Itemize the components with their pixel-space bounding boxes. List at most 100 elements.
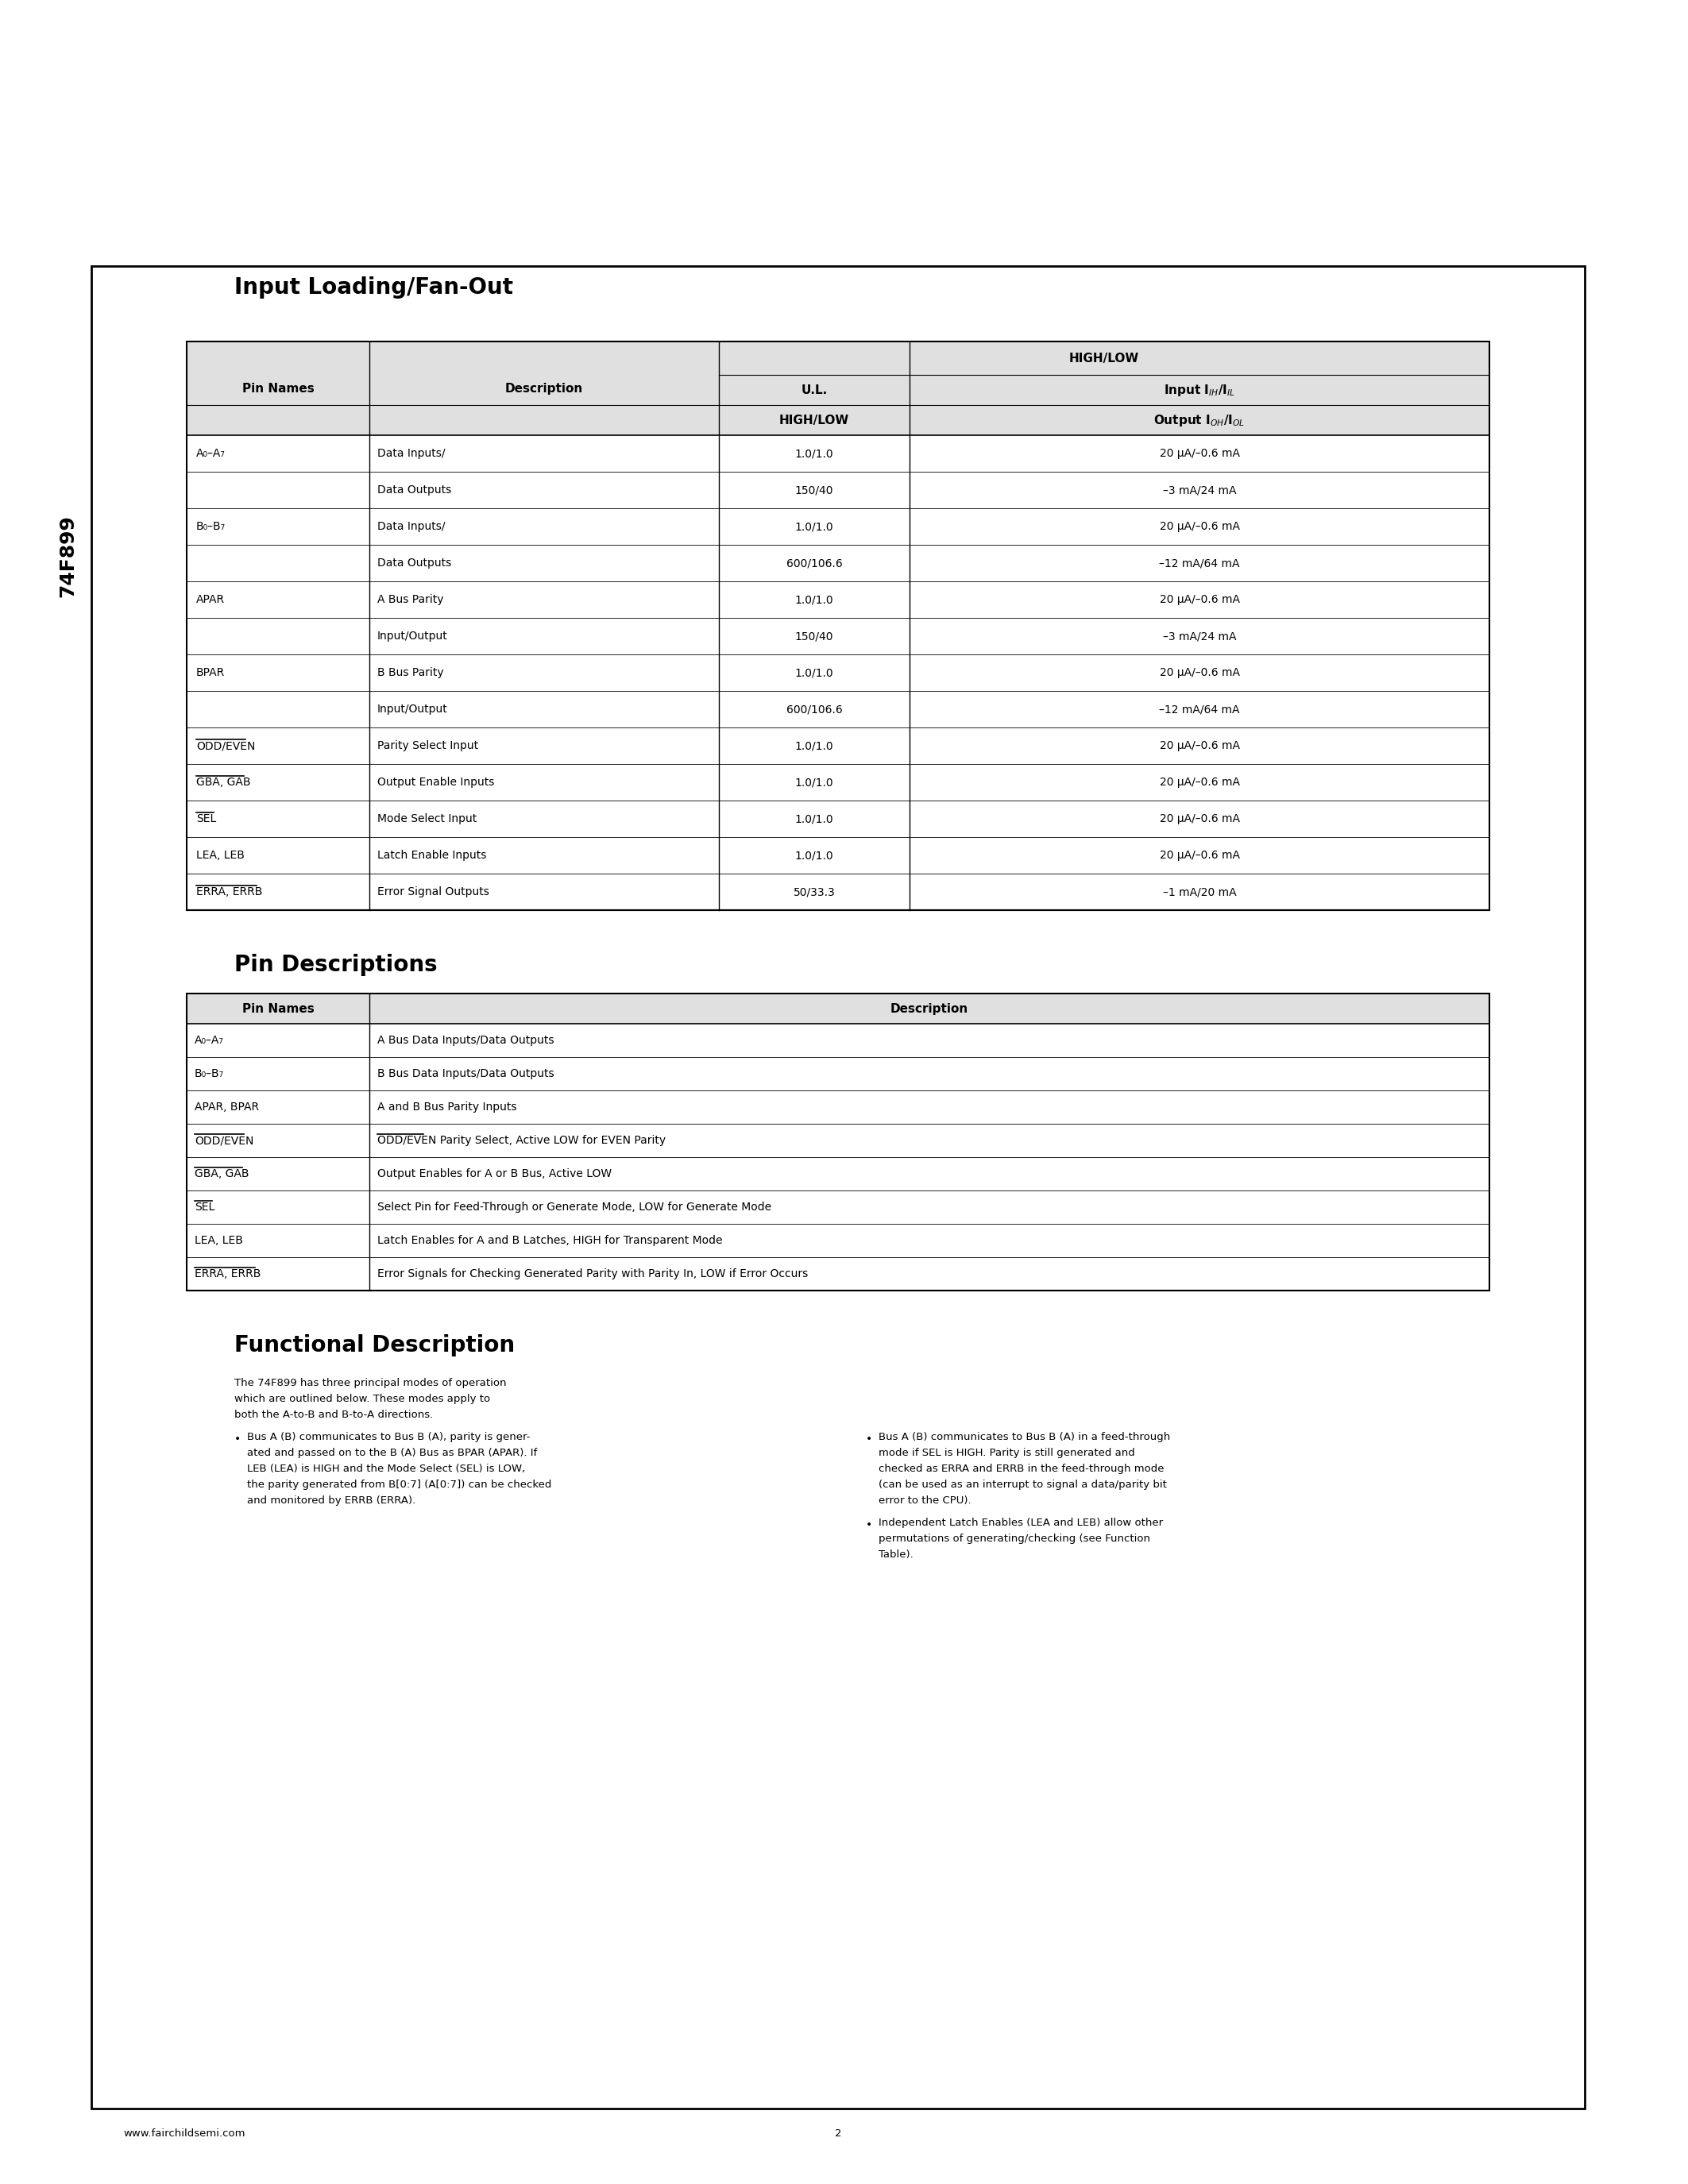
Text: GBA, GAB: GBA, GAB: [194, 1168, 250, 1179]
Bar: [187, 994, 1489, 1291]
Text: –12 mA/64 mA: –12 mA/64 mA: [1160, 557, 1239, 568]
Text: 1.0/1.0: 1.0/1.0: [795, 448, 834, 459]
Text: HIGH/LOW: HIGH/LOW: [780, 415, 849, 426]
Text: ERRA, ERRB: ERRA, ERRB: [194, 1269, 262, 1280]
Text: Bus A (B) communicates to Bus B (A) in a feed-through: Bus A (B) communicates to Bus B (A) in a…: [878, 1433, 1170, 1441]
Text: 20 μA/–0.6 mA: 20 μA/–0.6 mA: [1160, 594, 1239, 605]
Text: Parity Select Input: Parity Select Input: [378, 740, 478, 751]
Text: 1.0/1.0: 1.0/1.0: [795, 594, 834, 605]
Text: both the A-to-B and B-to-A directions.: both the A-to-B and B-to-A directions.: [235, 1409, 434, 1420]
Bar: [187, 341, 1489, 911]
Text: A and B Bus Parity Inputs: A and B Bus Parity Inputs: [378, 1101, 517, 1112]
Text: and monitored by ERRB (ERRA).: and monitored by ERRB (ERRA).: [246, 1496, 415, 1505]
Text: Functional Description: Functional Description: [235, 1334, 515, 1356]
Text: Independent Latch Enables (LEA and LEB) allow other: Independent Latch Enables (LEA and LEB) …: [878, 1518, 1163, 1529]
Text: Pin Names: Pin Names: [241, 1002, 314, 1016]
Text: •: •: [866, 1520, 873, 1531]
Text: Description: Description: [890, 1002, 969, 1016]
Text: The 74F899 has three principal modes of operation: The 74F899 has three principal modes of …: [235, 1378, 506, 1389]
Bar: [187, 341, 1489, 435]
Text: B₀–B₇: B₀–B₇: [196, 522, 226, 533]
Text: Select Pin for Feed-Through or Generate Mode, LOW for Generate Mode: Select Pin for Feed-Through or Generate …: [378, 1201, 771, 1212]
Text: Pin Descriptions: Pin Descriptions: [235, 954, 437, 976]
Text: www.fairchildsemi.com: www.fairchildsemi.com: [123, 2129, 245, 2138]
Text: 1.0/1.0: 1.0/1.0: [795, 812, 834, 823]
Text: 1.0/1.0: 1.0/1.0: [795, 740, 834, 751]
Text: (can be used as an interrupt to signal a data/parity bit: (can be used as an interrupt to signal a…: [878, 1479, 1166, 1489]
Text: Latch Enables for A and B Latches, HIGH for Transparent Mode: Latch Enables for A and B Latches, HIGH …: [378, 1234, 722, 1247]
Text: A Bus Parity: A Bus Parity: [378, 594, 444, 605]
Text: 150/40: 150/40: [795, 631, 834, 642]
Text: 20 μA/–0.6 mA: 20 μA/–0.6 mA: [1160, 522, 1239, 533]
Text: –12 mA/64 mA: –12 mA/64 mA: [1160, 703, 1239, 714]
Text: 600/106.6: 600/106.6: [787, 557, 842, 568]
Text: Input/Output: Input/Output: [378, 631, 447, 642]
Text: Bus A (B) communicates to Bus B (A), parity is gener-: Bus A (B) communicates to Bus B (A), par…: [246, 1433, 530, 1441]
Text: 20 μA/–0.6 mA: 20 μA/–0.6 mA: [1160, 740, 1239, 751]
Text: 20 μA/–0.6 mA: 20 μA/–0.6 mA: [1160, 666, 1239, 679]
Text: checked as ERRA and ERRB in the feed-through mode: checked as ERRA and ERRB in the feed-thr…: [878, 1463, 1165, 1474]
Text: 20 μA/–0.6 mA: 20 μA/–0.6 mA: [1160, 850, 1239, 860]
Text: •: •: [235, 1433, 241, 1444]
Text: ODD/EVEN: ODD/EVEN: [196, 740, 255, 751]
Text: which are outlined below. These modes apply to: which are outlined below. These modes ap…: [235, 1393, 490, 1404]
Text: A₀–A₇: A₀–A₇: [194, 1035, 225, 1046]
Text: 150/40: 150/40: [795, 485, 834, 496]
Text: LEA, LEB: LEA, LEB: [196, 850, 245, 860]
Text: 20 μA/–0.6 mA: 20 μA/–0.6 mA: [1160, 812, 1239, 823]
Text: –1 mA/20 mA: –1 mA/20 mA: [1163, 887, 1236, 898]
Text: Input/Output: Input/Output: [378, 703, 447, 714]
Text: Pin Names: Pin Names: [241, 382, 314, 395]
Text: Error Signal Outputs: Error Signal Outputs: [378, 887, 490, 898]
Text: 1.0/1.0: 1.0/1.0: [795, 778, 834, 788]
Text: B Bus Data Inputs/Data Outputs: B Bus Data Inputs/Data Outputs: [378, 1068, 554, 1079]
Text: B Bus Parity: B Bus Parity: [378, 666, 444, 679]
Text: LEA, LEB: LEA, LEB: [194, 1234, 243, 1247]
Text: Mode Select Input: Mode Select Input: [378, 812, 476, 823]
Text: SEL: SEL: [194, 1201, 214, 1212]
Text: ODD/EVEN Parity Select, Active LOW for EVEN Parity: ODD/EVEN Parity Select, Active LOW for E…: [378, 1136, 665, 1147]
Text: 74F899: 74F899: [57, 515, 78, 596]
Text: permutations of generating/checking (see Function: permutations of generating/checking (see…: [878, 1533, 1150, 1544]
Text: 20 μA/–0.6 mA: 20 μA/–0.6 mA: [1160, 448, 1239, 459]
Text: Output I$_{OH}$/I$_{OL}$: Output I$_{OH}$/I$_{OL}$: [1153, 413, 1246, 428]
Text: ated and passed on to the B (A) Bus as BPAR (APAR). If: ated and passed on to the B (A) Bus as B…: [246, 1448, 537, 1459]
Text: •: •: [866, 1433, 873, 1444]
Text: APAR: APAR: [196, 594, 225, 605]
Text: –3 mA/24 mA: –3 mA/24 mA: [1163, 631, 1236, 642]
Text: error to the CPU).: error to the CPU).: [878, 1496, 971, 1505]
Text: 1.0/1.0: 1.0/1.0: [795, 666, 834, 679]
Text: A Bus Data Inputs/Data Outputs: A Bus Data Inputs/Data Outputs: [378, 1035, 554, 1046]
Text: Data Inputs/: Data Inputs/: [378, 522, 446, 533]
Text: –3 mA/24 mA: –3 mA/24 mA: [1163, 485, 1236, 496]
Text: 600/106.6: 600/106.6: [787, 703, 842, 714]
Text: A₀–A₇: A₀–A₇: [196, 448, 226, 459]
Text: mode if SEL is HIGH. Parity is still generated and: mode if SEL is HIGH. Parity is still gen…: [878, 1448, 1134, 1459]
Text: ODD/EVEN: ODD/EVEN: [194, 1136, 253, 1147]
Text: Error Signals for Checking Generated Parity with Parity In, LOW if Error Occurs: Error Signals for Checking Generated Par…: [378, 1269, 809, 1280]
Text: 50/33.3: 50/33.3: [793, 887, 836, 898]
Text: 1.0/1.0: 1.0/1.0: [795, 850, 834, 860]
Text: Input Loading/Fan-Out: Input Loading/Fan-Out: [235, 277, 513, 299]
Text: GBA, GAB: GBA, GAB: [196, 778, 250, 788]
Bar: [187, 994, 1489, 1024]
Text: LEB (LEA) is HIGH and the Mode Select (SEL) is LOW,: LEB (LEA) is HIGH and the Mode Select (S…: [246, 1463, 525, 1474]
Text: ERRA, ERRB: ERRA, ERRB: [196, 887, 262, 898]
Text: Data Outputs: Data Outputs: [378, 485, 451, 496]
Text: Data Inputs/: Data Inputs/: [378, 448, 446, 459]
Text: 20 μA/–0.6 mA: 20 μA/–0.6 mA: [1160, 778, 1239, 788]
Text: Latch Enable Inputs: Latch Enable Inputs: [378, 850, 486, 860]
Text: Data Outputs: Data Outputs: [378, 557, 451, 568]
Text: Table).: Table).: [878, 1548, 913, 1559]
Text: U.L.: U.L.: [802, 384, 827, 395]
Text: Description: Description: [505, 382, 582, 395]
Text: Input I$_{IH}$/I$_{IL}$: Input I$_{IH}$/I$_{IL}$: [1163, 382, 1236, 397]
Text: BPAR: BPAR: [196, 666, 225, 679]
Text: SEL: SEL: [196, 812, 216, 823]
Text: Output Enables for A or B Bus, Active LOW: Output Enables for A or B Bus, Active LO…: [378, 1168, 611, 1179]
Text: Output Enable Inputs: Output Enable Inputs: [378, 778, 495, 788]
Text: B₀–B₇: B₀–B₇: [194, 1068, 225, 1079]
Bar: [91, 266, 1585, 2108]
Text: the parity generated from B[0:7] (A[0:7]) can be checked: the parity generated from B[0:7] (A[0:7]…: [246, 1479, 552, 1489]
Text: 1.0/1.0: 1.0/1.0: [795, 522, 834, 533]
